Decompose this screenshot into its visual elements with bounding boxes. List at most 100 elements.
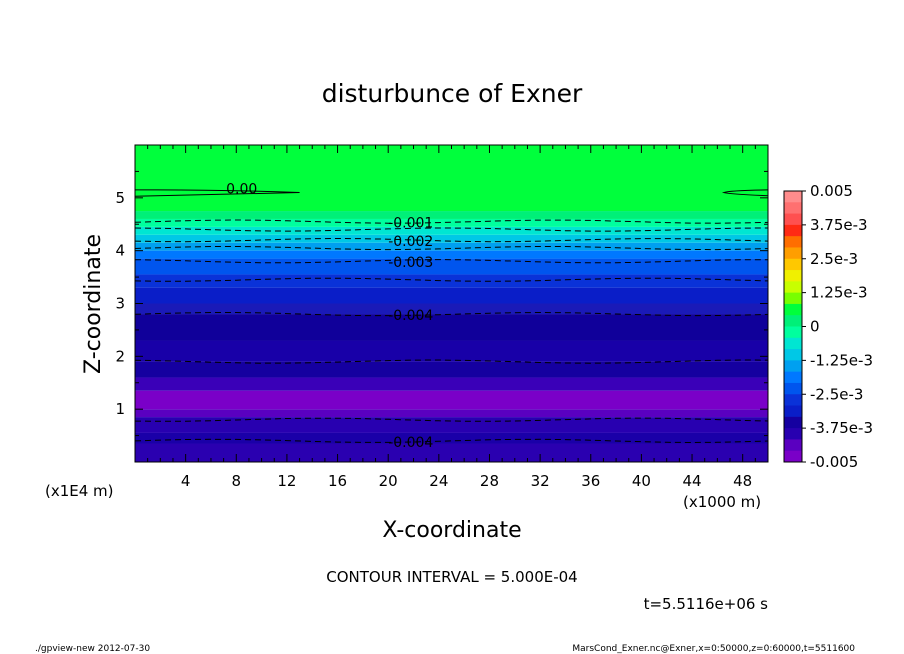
contour-line bbox=[135, 219, 768, 224]
y-axis-label: Z-coordinate bbox=[81, 234, 106, 374]
contour-label: -0.001 bbox=[388, 216, 433, 232]
contour-band bbox=[135, 377, 768, 391]
colorbar-swatch bbox=[784, 236, 802, 248]
colorbar-swatch bbox=[784, 450, 802, 463]
x-unit-label: (x1000 m) bbox=[683, 493, 761, 511]
contour-band bbox=[135, 250, 768, 259]
contour-line bbox=[135, 438, 768, 444]
colorbar-swatch bbox=[784, 303, 802, 316]
colorbar-label: -1.25e-3 bbox=[810, 351, 873, 369]
colorbar-label: 0 bbox=[810, 318, 820, 336]
zero-contour-right bbox=[721, 189, 768, 197]
contour-label: -0.004 bbox=[388, 435, 433, 451]
colorbar-swatch bbox=[784, 405, 802, 418]
contour-band bbox=[135, 274, 768, 288]
x-tick-label: 28 bbox=[480, 472, 499, 490]
y-tick-label: 3 bbox=[115, 295, 125, 313]
x-tick-label: 16 bbox=[328, 472, 347, 490]
colorbar-swatch bbox=[784, 416, 802, 429]
contour-band bbox=[135, 314, 768, 341]
contour-band bbox=[135, 258, 768, 275]
colorbar-label: -3.75e-3 bbox=[810, 419, 873, 437]
x-tick-label: 32 bbox=[531, 472, 550, 490]
colorbar-swatch bbox=[784, 326, 802, 339]
contour-label: -0.004 bbox=[388, 308, 433, 324]
contour-band bbox=[135, 443, 768, 462]
zero-contour-left bbox=[135, 189, 300, 197]
x-tick-label: 4 bbox=[181, 472, 191, 490]
colorbar: 0.005 3.75e-3 2.5e-3 1.25e-3 0 -1.25e-3 -2.5e-… bbox=[783, 182, 873, 471]
colorbar-swatch bbox=[784, 202, 802, 215]
contour-band bbox=[135, 432, 768, 444]
contour-band bbox=[135, 303, 768, 315]
contour-band bbox=[135, 287, 768, 304]
colorbar-swatch bbox=[784, 224, 802, 237]
colorbar-swatch bbox=[784, 337, 802, 350]
x-tick-label: 12 bbox=[277, 472, 296, 490]
colorbar-swatch bbox=[784, 382, 802, 395]
contour-line bbox=[135, 259, 768, 264]
contour-line bbox=[135, 277, 768, 282]
contour-band bbox=[135, 226, 768, 235]
contour-band bbox=[135, 218, 768, 227]
colorbar-swatch bbox=[784, 315, 802, 327]
colorbar-swatch bbox=[784, 349, 802, 361]
colorbar-swatch bbox=[784, 258, 802, 271]
colorbar-swatch bbox=[784, 394, 802, 407]
y-axis: 1 2 3 4 5 bbox=[115, 170, 768, 437]
x-tick-label: 44 bbox=[682, 472, 701, 490]
x-axis: 4 8 12 16 20 24 28 32 36 40 44 48 bbox=[147, 145, 756, 490]
x-axis-label: X-coordinate bbox=[382, 518, 521, 543]
y-tick-label: 2 bbox=[115, 347, 125, 365]
x-tick-label: 36 bbox=[581, 472, 600, 490]
colorbar-label: -2.5e-3 bbox=[810, 385, 863, 403]
contour-band bbox=[135, 390, 768, 410]
colorbar-swatch bbox=[784, 270, 802, 282]
contour-band bbox=[135, 234, 768, 243]
contour-line bbox=[135, 311, 768, 317]
y-unit-label: (x1E4 m) bbox=[45, 482, 114, 500]
colorbar-label: -0.005 bbox=[810, 453, 858, 471]
colorbar-swatch bbox=[784, 371, 802, 384]
colorbar-swatch bbox=[784, 292, 802, 305]
x-tick-label: 20 bbox=[379, 472, 398, 490]
chart-title: disturbunce of Exner bbox=[322, 79, 583, 108]
x-tick-label: 48 bbox=[733, 472, 752, 490]
contour-line bbox=[135, 246, 768, 251]
contour-labels: -0.004 -0.004 -0.003 -0.002 -0.001 0.00 bbox=[226, 182, 433, 451]
colorbar-swatch bbox=[784, 281, 802, 294]
x-tick-label: 8 bbox=[232, 472, 242, 490]
colorbar-label: 0.005 bbox=[810, 182, 853, 200]
contour-band bbox=[135, 211, 768, 219]
footer-right: MarsCond_Exner.nc@Exner,x=0:50000,z=0:60… bbox=[572, 644, 855, 654]
colorbar-swatch bbox=[784, 360, 802, 373]
contour-band bbox=[135, 340, 768, 362]
y-tick-label: 1 bbox=[115, 400, 125, 418]
zero-contour-label: 0.00 bbox=[226, 182, 257, 198]
contour-line bbox=[135, 417, 768, 422]
contour-line bbox=[135, 237, 768, 243]
contour-band bbox=[135, 361, 768, 378]
colorbar-swatch bbox=[784, 439, 802, 452]
y-tick-label: 4 bbox=[115, 242, 125, 260]
contour-line bbox=[135, 227, 768, 232]
colorbar-swatch bbox=[784, 213, 802, 226]
colorbar-label: 2.5e-3 bbox=[810, 250, 858, 268]
x-tick-label: 24 bbox=[429, 472, 448, 490]
contour-band bbox=[135, 145, 768, 212]
x-tick-label: 40 bbox=[632, 472, 651, 490]
footer-left: ./gpview-new 2012-07-30 bbox=[35, 644, 150, 654]
colorbar-label: 1.25e-3 bbox=[810, 284, 868, 302]
contour-fill bbox=[135, 145, 768, 462]
contour-band bbox=[135, 417, 768, 433]
contour-label: -0.002 bbox=[388, 234, 433, 250]
contour-band bbox=[135, 242, 768, 251]
colorbar-label: 3.75e-3 bbox=[810, 216, 868, 234]
contour-line bbox=[135, 359, 768, 364]
time-label: t=5.5116e+06 s bbox=[644, 595, 769, 613]
contour-band bbox=[135, 409, 768, 418]
colorbar-swatch bbox=[784, 191, 802, 203]
contour-label: -0.003 bbox=[388, 255, 433, 271]
contour-lines bbox=[135, 189, 768, 444]
